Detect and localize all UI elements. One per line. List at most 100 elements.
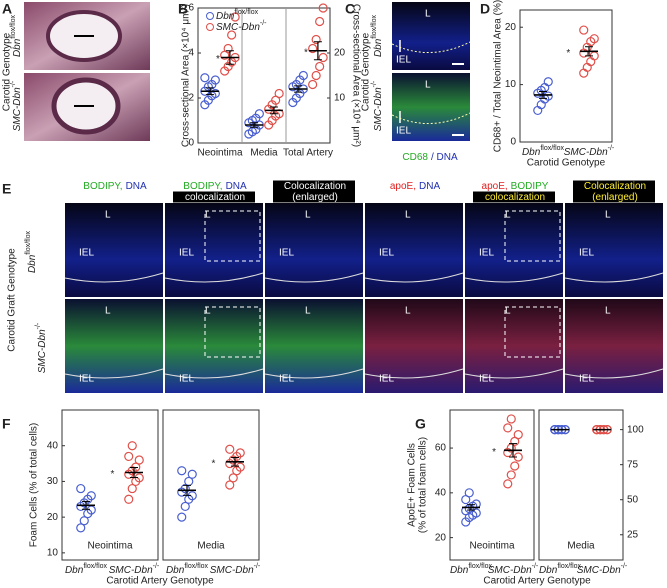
image-label: L bbox=[205, 210, 211, 221]
legend-marker bbox=[206, 23, 214, 31]
image-label: L bbox=[425, 80, 431, 91]
data-point bbox=[589, 34, 599, 44]
y-tick-label: 10 bbox=[47, 547, 59, 558]
data-point bbox=[543, 77, 553, 87]
data-point bbox=[318, 52, 328, 63]
image-label: L bbox=[405, 210, 411, 221]
header-part: DNA bbox=[419, 181, 440, 192]
image-label: IEL bbox=[379, 248, 394, 259]
iel-outline bbox=[164, 368, 264, 379]
iel-outline bbox=[391, 41, 471, 53]
y-tick-label: 60 bbox=[435, 443, 447, 454]
data-point bbox=[76, 483, 86, 494]
data-point bbox=[127, 483, 137, 494]
data-point bbox=[315, 61, 325, 72]
column-header: (enlarged) bbox=[592, 192, 638, 203]
data-point bbox=[274, 88, 284, 99]
significance-mark: * bbox=[211, 458, 215, 469]
header-part: colocalization bbox=[185, 192, 245, 203]
iel-outline bbox=[164, 272, 264, 283]
y-axis-label: CD68+ / Total Neointimal Area (%) bbox=[493, 0, 504, 152]
data-point bbox=[543, 91, 553, 101]
iel-outline bbox=[364, 272, 464, 283]
data-point bbox=[177, 466, 187, 476]
y-tick-label: 20 bbox=[435, 532, 447, 543]
data-point bbox=[223, 43, 233, 54]
data-point bbox=[210, 88, 220, 99]
y-tick-label: 30 bbox=[47, 476, 59, 487]
y2-tick-label: 100 bbox=[627, 424, 644, 435]
plot-frame bbox=[449, 409, 535, 561]
image-label: IEL bbox=[79, 374, 94, 385]
header-part: colocalization bbox=[485, 192, 545, 203]
data-point bbox=[579, 25, 589, 35]
y2-tick-label: 25 bbox=[627, 529, 639, 540]
header-part: apoE, bbox=[390, 181, 416, 192]
image-label: IEL bbox=[396, 126, 411, 137]
y-tick-label: 40 bbox=[47, 440, 59, 451]
row-title: Carotid Graft Genotype bbox=[7, 248, 18, 352]
x-tick-label: SMC-Dbn-/- bbox=[210, 563, 261, 575]
data-point bbox=[79, 516, 89, 526]
x-tick-label: Dbnflox/flox bbox=[522, 145, 565, 157]
iel-outline bbox=[364, 368, 464, 379]
legend-label: Dbnflox/flox bbox=[216, 9, 259, 21]
data-point bbox=[308, 43, 318, 54]
stain-name: CD68 bbox=[402, 152, 428, 163]
y-axis-label: Cross-sectional Area (×10⁴ μm²) bbox=[181, 4, 192, 147]
column-header: apoE, DNA bbox=[390, 181, 441, 192]
y-tick-label: 20 bbox=[505, 22, 517, 33]
iel-outline bbox=[464, 368, 564, 379]
x-tick-label: SMC-Dbn-/- bbox=[564, 145, 615, 157]
plot-frame bbox=[61, 409, 159, 561]
iel-outline bbox=[64, 272, 164, 283]
data-point bbox=[506, 470, 516, 480]
column-header: colocalization bbox=[185, 192, 245, 203]
header-part: (enlarged) bbox=[292, 192, 338, 203]
zoom-box bbox=[504, 210, 561, 262]
column-header: apoE, BODIPY bbox=[482, 181, 549, 192]
data-point bbox=[506, 414, 516, 424]
panel-letter: B bbox=[178, 1, 188, 17]
column-header: Colocalization bbox=[584, 181, 646, 192]
x-tick-label: Media bbox=[250, 148, 278, 159]
image-label: L bbox=[425, 9, 431, 20]
x-tick-label: Neointima bbox=[197, 148, 242, 159]
stain-legend: CD68/ DNA bbox=[402, 152, 458, 163]
y2-tick-label: 75 bbox=[627, 459, 639, 470]
data-point bbox=[134, 455, 144, 465]
y2-tick-label: 10 bbox=[334, 93, 346, 104]
iel-outline bbox=[391, 112, 471, 124]
fluorescence-image bbox=[392, 2, 470, 70]
iel-outline bbox=[564, 272, 664, 283]
data-point bbox=[180, 501, 190, 512]
plot-frame bbox=[162, 409, 260, 561]
y-tick-label: 2 bbox=[188, 93, 194, 104]
data-point bbox=[225, 444, 235, 454]
image-label: IEL bbox=[479, 248, 494, 259]
data-point bbox=[510, 461, 520, 471]
header-box bbox=[173, 191, 255, 203]
data-point bbox=[180, 483, 190, 494]
significance-mark: * bbox=[110, 469, 114, 480]
data-point bbox=[298, 70, 308, 81]
header-box bbox=[473, 191, 555, 203]
data-point bbox=[200, 73, 210, 83]
data-point bbox=[311, 34, 321, 45]
y2-tick-label: 50 bbox=[627, 494, 639, 505]
x-tick-label: Dbnflox/flox bbox=[166, 563, 209, 575]
subplot-title: Neointima bbox=[469, 541, 514, 552]
data-point bbox=[513, 430, 523, 440]
x-axis-label: Carotid Genotype bbox=[527, 158, 606, 169]
header-box bbox=[573, 180, 655, 192]
x-tick-label: Dbnflox/flox bbox=[539, 563, 582, 575]
data-point bbox=[235, 462, 245, 472]
x-tick-label: SMC-Dbn-/- bbox=[109, 563, 160, 575]
image-label: IEL bbox=[179, 248, 194, 259]
y-axis-label: (% of total foam cells) bbox=[418, 437, 429, 533]
data-point bbox=[315, 16, 325, 27]
image-label: L bbox=[605, 306, 611, 317]
image-label: IEL bbox=[79, 248, 94, 259]
plot-frame bbox=[197, 7, 331, 144]
column-header: BODIPY, DNA bbox=[83, 181, 147, 192]
